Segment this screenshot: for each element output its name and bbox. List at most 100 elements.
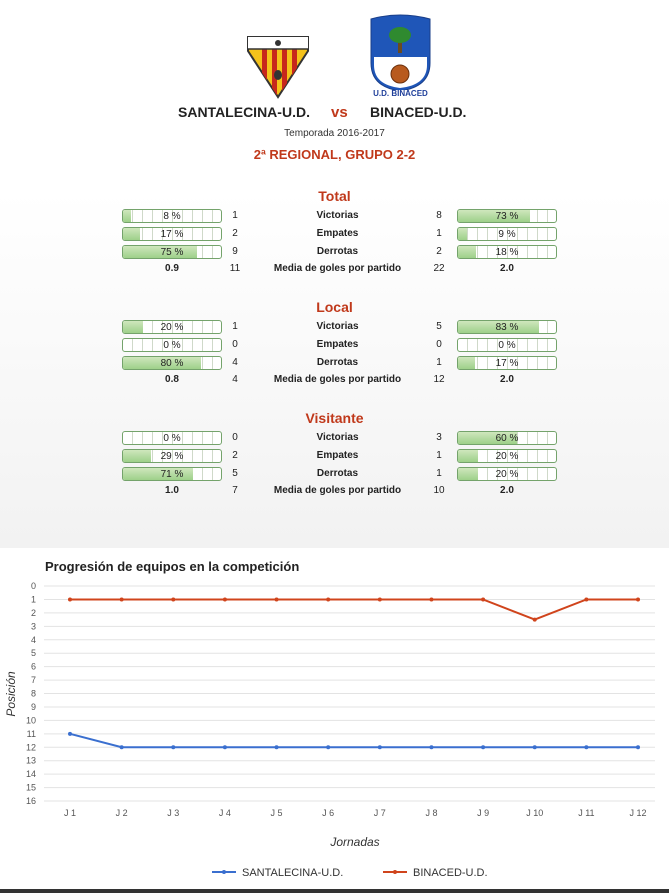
y-tick-label: 5 xyxy=(31,648,36,658)
y-tick-label: 16 xyxy=(26,796,36,806)
y-tick-label: 12 xyxy=(26,742,36,752)
series-point xyxy=(326,745,331,750)
x-tick-label: J 12 xyxy=(629,808,646,818)
y-tick-label: 4 xyxy=(31,635,36,645)
season-label: Temporada 2016-2017 xyxy=(284,128,385,139)
y-tick-label: 11 xyxy=(27,729,36,739)
home-percent-fill xyxy=(123,357,202,369)
series-point xyxy=(68,597,72,602)
y-tick-label: 9 xyxy=(31,702,36,712)
legend-item-label[interactable]: SANTALECINA-U.D. xyxy=(242,867,343,879)
home-percent-text: 8 % xyxy=(163,211,181,222)
home-avg-goals: 0.8 xyxy=(165,374,179,385)
away-total-goals: 10 xyxy=(433,485,445,496)
away-percent-text: 18 % xyxy=(495,247,519,258)
series-point xyxy=(481,745,486,750)
stat-label: Empates xyxy=(316,450,359,461)
home-percent-bar: 17 % xyxy=(122,227,222,241)
away-count: 1 xyxy=(436,228,442,239)
away-percent-fill xyxy=(458,246,476,258)
series-point xyxy=(429,745,434,750)
home-count: 5 xyxy=(232,468,238,479)
home-avg-goals: 0.9 xyxy=(165,263,179,274)
series-point xyxy=(222,745,227,750)
home-percent-fill xyxy=(123,228,140,240)
series-point xyxy=(274,597,279,602)
away-count: 0 xyxy=(436,339,442,350)
vs-label: vs xyxy=(331,104,348,121)
home-count: 4 xyxy=(232,357,238,368)
legend-item-label[interactable]: BINACED-U.D. xyxy=(413,867,488,879)
home-total-goals: 7 xyxy=(232,485,238,496)
series-point xyxy=(119,597,124,602)
home-percent-text: 17 % xyxy=(160,229,184,240)
away-percent-bar: 17 % xyxy=(457,356,557,370)
away-percent-bar: 60 % xyxy=(457,431,557,445)
series-point xyxy=(584,745,589,750)
series-point xyxy=(481,597,486,602)
away-avg-goals: 2.0 xyxy=(500,485,514,496)
y-tick-label: 3 xyxy=(31,621,36,631)
stat-label: Derrotas xyxy=(316,468,359,479)
home-count: 2 xyxy=(232,450,238,461)
y-tick-label: 15 xyxy=(26,783,36,793)
away-percent-fill xyxy=(458,450,478,462)
home-percent-bar: 71 % xyxy=(122,467,222,481)
home-count: 2 xyxy=(232,228,238,239)
home-count: 0 xyxy=(232,432,238,443)
series-point xyxy=(636,597,640,602)
away-percent-fill xyxy=(458,357,475,369)
series-point xyxy=(274,745,279,750)
home-total-goals: 4 xyxy=(232,374,238,385)
home-percent-bar: 8 % xyxy=(122,209,222,223)
home-percent-text: 20 % xyxy=(160,322,184,333)
x-tick-label: J 2 xyxy=(116,808,128,818)
y-tick-label: 2 xyxy=(31,608,36,618)
away-percent-fill xyxy=(458,468,478,480)
away-team-logo: U.D. BINACED xyxy=(368,13,433,99)
away-percent-text: 83 % xyxy=(495,322,519,333)
away-count: 3 xyxy=(436,432,442,443)
home-percent-text: 0 % xyxy=(163,340,181,351)
home-count: 9 xyxy=(232,246,238,257)
home-percent-text: 80 % xyxy=(160,358,184,369)
section-title: Total xyxy=(318,188,351,204)
x-axis-title: Jornadas xyxy=(329,835,379,849)
away-percent-bar: 73 % xyxy=(457,209,557,223)
away-team-name[interactable]: BINACED-U.D. xyxy=(370,104,467,120)
home-percent-bar: 0 % xyxy=(122,431,222,445)
home-percent-text: 29 % xyxy=(160,451,184,462)
home-count: 1 xyxy=(232,210,238,221)
away-percent-bar: 18 % xyxy=(457,245,557,259)
away-avg-goals: 2.0 xyxy=(500,374,514,385)
x-tick-label: J 9 xyxy=(477,808,489,818)
home-percent-text: 0 % xyxy=(163,433,181,444)
series-point xyxy=(429,597,434,602)
avg-goals-label: Media de goles por partido xyxy=(273,263,402,274)
series-line xyxy=(69,732,638,749)
home-count: 0 xyxy=(232,339,238,350)
series-point xyxy=(68,731,72,736)
x-tick-label: J 11 xyxy=(578,808,594,818)
away-percent-bar: 20 % xyxy=(457,449,557,463)
home-percent-bar: 75 % xyxy=(122,245,222,259)
home-percent-bar: 20 % xyxy=(122,320,222,334)
away-count: 1 xyxy=(436,357,442,368)
section-title: Local xyxy=(316,299,353,315)
away-percent-text: 20 % xyxy=(495,451,519,462)
stat-label: Victorias xyxy=(316,321,359,332)
away-percent-bar: 83 % xyxy=(457,320,557,334)
stat-label: Victorias xyxy=(316,210,359,221)
y-tick-label: 1 xyxy=(31,594,36,604)
y-tick-label: 13 xyxy=(26,756,36,766)
home-percent-fill xyxy=(123,210,131,222)
stat-label: Empates xyxy=(316,339,359,350)
league-title[interactable]: 2ª REGIONAL, GRUPO 2-2 xyxy=(253,147,416,162)
home-team-name[interactable]: SANTALECINA-U.D. xyxy=(178,104,310,120)
home-team-logo xyxy=(246,35,310,99)
series-point xyxy=(584,597,589,602)
legend-marker xyxy=(393,870,397,874)
y-tick-label: 7 xyxy=(31,675,36,685)
series-point xyxy=(222,597,227,602)
